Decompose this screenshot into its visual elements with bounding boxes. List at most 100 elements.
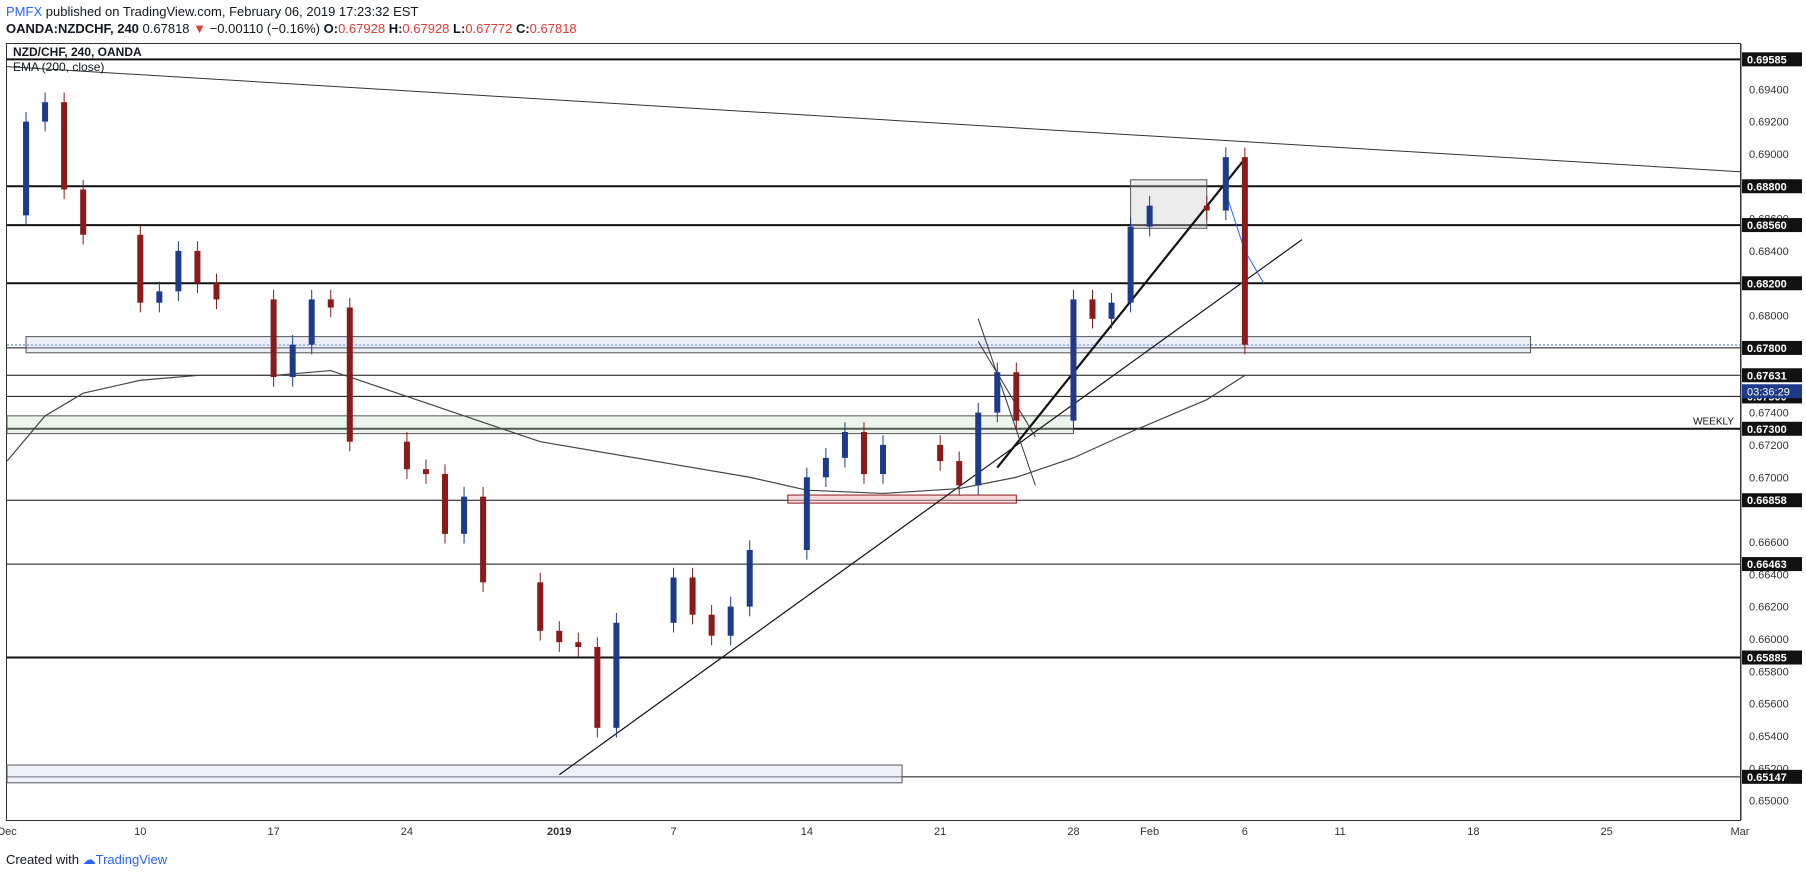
candle-body: [1070, 299, 1077, 421]
y-tick-label: 0.65400: [1749, 731, 1789, 743]
y-tick-label: 0.67400: [1749, 408, 1789, 420]
level-label-bg: [1742, 179, 1802, 194]
x-tick-label: 21: [934, 826, 946, 838]
descending-trendline: [6, 66, 1741, 173]
x-tick-label: 7: [670, 826, 676, 838]
candle-body: [80, 189, 87, 235]
weekly-label: WEEKLY: [1693, 417, 1734, 428]
low-zone-box: [6, 764, 903, 784]
y-tick-label: 0.69200: [1749, 117, 1789, 129]
candle-body: [156, 291, 163, 303]
candle-body: [346, 307, 353, 442]
candle-body: [308, 299, 315, 345]
down-arrow-icon: ▼: [193, 21, 207, 36]
created-with-text: Created with: [6, 852, 79, 867]
legend-indicator: EMA (200, close): [13, 60, 104, 74]
published-text: published on TradingView.com, February 0…: [45, 4, 419, 19]
level-label-bg: [1742, 368, 1802, 383]
x-tick-label: 11: [1334, 826, 1345, 838]
legend-title: NZD/CHF, 240, OANDA: [13, 45, 142, 59]
candle-body: [1108, 302, 1115, 319]
candle-body: [689, 577, 696, 615]
weekly-zone-box: [6, 415, 1074, 435]
candle-body: [1089, 299, 1096, 319]
level-label-bg: [1742, 493, 1802, 508]
y-tick-label: 0.69000: [1749, 149, 1789, 161]
x-tick-label: 17: [267, 826, 279, 838]
level-label: 0.68560: [1747, 220, 1787, 232]
countdown-bg: [1742, 384, 1802, 399]
level-label: 0.65885: [1747, 653, 1787, 665]
x-tick-label: 18: [1467, 826, 1479, 838]
level-label: 0.67300: [1747, 424, 1787, 436]
symbol-info: OANDA:NZDCHF, 240 0.67818 ▼ −0.00110 (−0…: [6, 21, 577, 36]
candle-body: [1013, 372, 1020, 421]
y-tick-label: 0.66600: [1749, 537, 1789, 549]
candle-body: [708, 614, 715, 636]
tradingview-logo-icon: ☁: [82, 852, 96, 867]
symbol-label: OANDA:NZDCHF, 240: [6, 21, 139, 36]
level-label-bg: [1742, 557, 1802, 572]
candle-body: [1222, 157, 1229, 211]
y-tick-label: 0.65800: [1749, 666, 1789, 678]
steep-trendline: [996, 158, 1246, 469]
y-tick-label: 0.65000: [1749, 796, 1789, 808]
candle-body: [975, 412, 982, 486]
y-tick-label: 0.68000: [1749, 311, 1789, 323]
channel-line: [977, 341, 1036, 438]
tradingview-brand[interactable]: TradingView: [95, 852, 168, 867]
low-value: 0.67772: [465, 21, 513, 36]
open-label: O:: [323, 21, 339, 36]
publish-info: PMFX published on TradingView.com, Febru…: [6, 4, 418, 19]
y-tick-label: 0.66400: [1749, 569, 1789, 581]
candle-body: [670, 577, 677, 623]
candle-body: [746, 550, 753, 607]
candle-body: [270, 299, 277, 378]
last-price: 0.67818: [142, 21, 190, 36]
low-label: L:: [453, 21, 466, 36]
candle-body: [841, 432, 848, 458]
candle-body: [556, 630, 563, 643]
level-label: 0.67631: [1747, 370, 1787, 382]
support-zone-box: [25, 336, 1532, 354]
candle-body: [613, 622, 620, 728]
y-tick-label: 0.69400: [1749, 84, 1789, 96]
level-label-bg: [1742, 340, 1802, 355]
x-tick-label: 2019: [547, 826, 571, 838]
level-label-bg: [1742, 52, 1802, 67]
x-tick-label: 28: [1067, 826, 1079, 838]
channel-line: [977, 318, 1036, 486]
x-tick-label: Dec: [0, 826, 17, 838]
level-label-bg: [1742, 650, 1802, 665]
level-label: 0.66463: [1747, 559, 1787, 571]
candle-body: [1203, 205, 1210, 211]
y-tick-label: 0.66200: [1749, 602, 1789, 614]
candle-body: [442, 474, 449, 534]
candle-body: [937, 444, 944, 462]
candle-body: [61, 102, 68, 190]
level-label: 0.65147: [1747, 772, 1787, 784]
candle-body: [42, 102, 49, 122]
open-value: 0.67928: [338, 21, 386, 36]
y-tick-label: 0.68400: [1749, 246, 1789, 258]
ascending-trendline: [558, 239, 1303, 776]
candle-body: [327, 299, 334, 308]
high-label: H:: [388, 21, 403, 36]
candle-body: [822, 457, 829, 478]
y-tick-label: 0.67000: [1749, 472, 1789, 484]
candle-body: [1241, 157, 1248, 345]
demand-zone-box: [787, 494, 1017, 504]
publisher-name[interactable]: PMFX: [6, 4, 43, 19]
footer: Created with ☁TradingView: [6, 852, 167, 868]
candle-body: [137, 234, 144, 303]
candle-body: [1127, 226, 1134, 303]
candle-body: [289, 344, 296, 378]
level-label: 0.69585: [1747, 54, 1787, 66]
x-tick-label: 25: [1601, 826, 1613, 838]
candle-body: [994, 372, 1001, 413]
candle-body: [575, 642, 582, 648]
y-tick-label: 0.65600: [1749, 699, 1789, 711]
high-value: 0.67928: [402, 21, 450, 36]
level-label-bg: [1742, 421, 1802, 436]
